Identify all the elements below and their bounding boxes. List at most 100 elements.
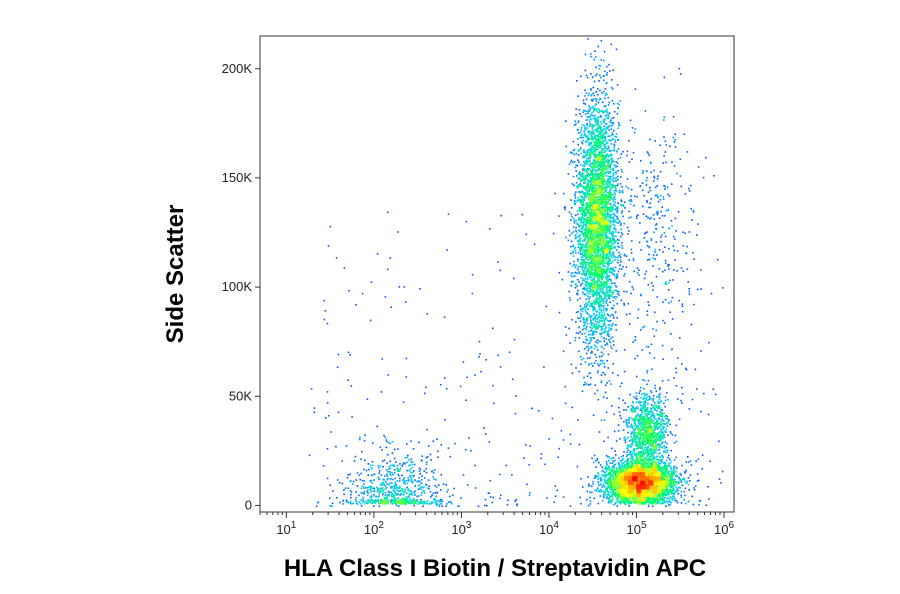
event-dot bbox=[620, 456, 623, 458]
event-dot bbox=[597, 122, 599, 125]
event-dot bbox=[360, 505, 363, 507]
event-dot bbox=[611, 198, 613, 201]
event-dot bbox=[649, 138, 651, 141]
event-dot bbox=[543, 366, 545, 368]
event-dot bbox=[602, 275, 605, 277]
event-dot bbox=[358, 438, 361, 441]
event-dot bbox=[600, 308, 602, 311]
event-dot bbox=[641, 429, 644, 431]
event-dot bbox=[684, 480, 686, 483]
event-dot bbox=[598, 356, 601, 358]
event-dot bbox=[617, 500, 620, 503]
event-dot bbox=[591, 114, 594, 117]
event-dot bbox=[615, 256, 617, 258]
event-dot bbox=[600, 59, 603, 61]
event-dot bbox=[588, 363, 590, 366]
event-dot bbox=[586, 221, 589, 223]
event-dot bbox=[355, 496, 357, 499]
event-dot bbox=[613, 215, 616, 217]
event-dot bbox=[558, 215, 560, 217]
event-dot bbox=[477, 505, 480, 507]
event-dot bbox=[611, 239, 613, 242]
event-dot bbox=[582, 486, 584, 488]
event-dot bbox=[639, 441, 641, 443]
event-dot bbox=[615, 454, 617, 456]
event-dot bbox=[628, 259, 631, 261]
event-dot bbox=[630, 450, 632, 453]
event-dot bbox=[633, 436, 635, 438]
event-dot bbox=[385, 497, 387, 500]
event-dot bbox=[646, 393, 649, 396]
event-dot bbox=[583, 321, 585, 324]
event-dot bbox=[597, 473, 600, 475]
event-dot bbox=[685, 367, 687, 370]
event-dot bbox=[432, 471, 435, 474]
event-dot bbox=[581, 206, 583, 209]
event-dot bbox=[396, 487, 398, 489]
event-dot bbox=[594, 150, 597, 152]
event-dot bbox=[583, 293, 585, 296]
event-dot bbox=[607, 244, 609, 246]
event-dot bbox=[589, 262, 591, 264]
event-dot bbox=[355, 500, 358, 503]
event-dot bbox=[593, 133, 595, 135]
event-dot bbox=[603, 75, 605, 77]
event-dot bbox=[638, 241, 641, 244]
event-dot bbox=[582, 265, 584, 268]
event-dot bbox=[654, 248, 657, 251]
event-dot bbox=[578, 199, 580, 201]
event-dot bbox=[613, 116, 615, 119]
event-dot bbox=[681, 303, 684, 305]
event-dot bbox=[396, 489, 398, 492]
event-dot bbox=[598, 126, 601, 129]
event-dot bbox=[594, 120, 596, 122]
event-dot bbox=[584, 211, 586, 214]
event-dot bbox=[371, 474, 373, 477]
event-dot bbox=[614, 177, 616, 180]
event-dot bbox=[369, 491, 372, 493]
event-dot bbox=[583, 160, 585, 163]
event-dot bbox=[615, 467, 618, 469]
event-dot bbox=[670, 486, 672, 488]
event-dot bbox=[572, 255, 575, 257]
event-dot bbox=[357, 503, 359, 505]
event-dot bbox=[394, 493, 397, 495]
event-dot bbox=[667, 500, 669, 503]
event-dot bbox=[657, 501, 659, 503]
event-dot bbox=[635, 444, 638, 447]
event-dot bbox=[659, 144, 661, 147]
event-dot bbox=[612, 493, 615, 495]
event-dot bbox=[440, 474, 443, 476]
event-dot bbox=[581, 199, 583, 201]
event-dot bbox=[447, 213, 450, 215]
event-dot bbox=[601, 355, 603, 357]
event-dot bbox=[641, 379, 644, 381]
event-dot bbox=[379, 488, 382, 490]
event-dot bbox=[643, 447, 646, 449]
event-dot bbox=[596, 458, 598, 460]
event-dot bbox=[607, 218, 609, 221]
event-dot bbox=[616, 238, 619, 241]
event-dot bbox=[592, 318, 594, 321]
event-dot bbox=[446, 249, 448, 251]
event-dot bbox=[609, 199, 611, 201]
event-dot bbox=[663, 232, 666, 234]
event-dot bbox=[430, 459, 432, 461]
event-dot bbox=[604, 110, 606, 113]
event-dot bbox=[360, 502, 362, 505]
event-dot bbox=[615, 133, 618, 135]
event-dot bbox=[390, 474, 392, 477]
event-dot bbox=[595, 156, 597, 159]
event-dot bbox=[669, 145, 671, 148]
event-dot bbox=[613, 304, 615, 307]
event-dot bbox=[605, 475, 607, 477]
event-dot bbox=[609, 341, 612, 344]
event-dot bbox=[610, 187, 613, 189]
event-dot bbox=[382, 491, 384, 494]
event-dot bbox=[447, 488, 449, 491]
event-dot bbox=[595, 330, 598, 333]
event-dot bbox=[587, 161, 589, 163]
event-dot bbox=[640, 249, 642, 251]
event-dot bbox=[585, 288, 588, 291]
event-dot bbox=[580, 195, 582, 197]
